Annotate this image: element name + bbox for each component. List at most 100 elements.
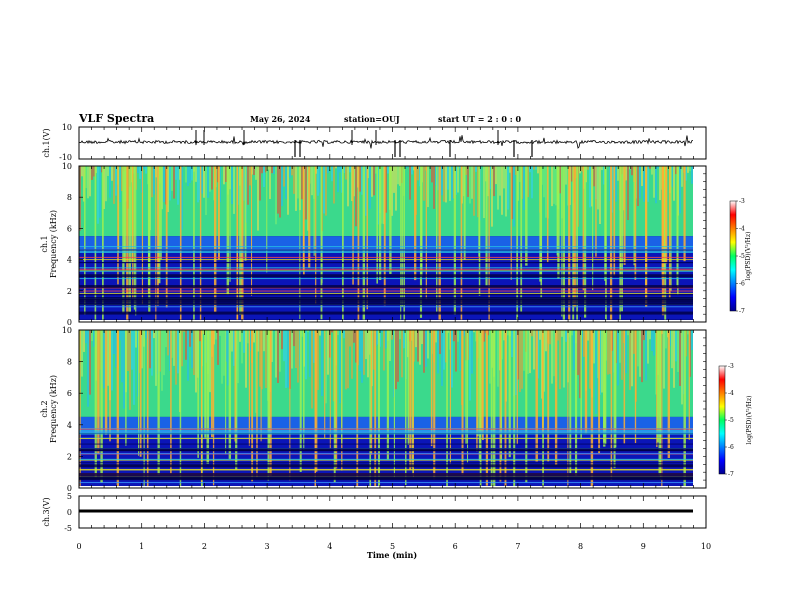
- noise-column: [609, 330, 611, 374]
- impulsive-burst: [377, 330, 381, 486]
- noise-column: [577, 166, 579, 227]
- time-tick-label: 4: [327, 542, 332, 551]
- ch1-trace-line: [78, 135, 693, 149]
- noise-column: [325, 166, 327, 216]
- line-interference: [79, 267, 693, 269]
- impulsive-burst: [269, 330, 272, 476]
- noise-column: [353, 330, 355, 343]
- impulsive-burst: [683, 166, 686, 262]
- noise-column: [107, 330, 109, 386]
- impulsive-burst: [623, 166, 626, 265]
- noise-column: [519, 166, 521, 183]
- impulsive-burst: [580, 330, 582, 440]
- colorbar-tick-label: -6: [739, 281, 745, 288]
- ch1-waveform-ylabel: ch.1(V): [42, 128, 51, 157]
- noise-column: [317, 166, 319, 196]
- noise-column: [389, 330, 391, 361]
- noise-column: [231, 330, 233, 352]
- noise-column: [381, 330, 383, 333]
- noise-column: [265, 166, 267, 173]
- line-interference: [79, 486, 693, 487]
- noise-column: [177, 330, 179, 374]
- noise-column: [649, 166, 651, 169]
- impulsive-burst: [605, 330, 607, 445]
- impulsive-burst: [225, 330, 227, 455]
- noise-column: [283, 330, 285, 362]
- noise-column: [399, 166, 401, 186]
- noise-column: [307, 330, 309, 333]
- noise-column: [515, 166, 517, 175]
- noise-column: [195, 330, 197, 393]
- noise-column: [339, 330, 341, 404]
- noise-column: [395, 330, 397, 390]
- impulsive-burst: [125, 330, 127, 446]
- dark-stripe: [79, 473, 693, 477]
- impulsive-burst: [122, 166, 125, 313]
- noise-column: [567, 166, 569, 206]
- frequency-tick-label: 10: [62, 162, 72, 171]
- impulsive-burst: [683, 330, 686, 486]
- impulsive-burst: [664, 166, 668, 264]
- impulsive-burst: [362, 166, 366, 320]
- noise-column: [313, 330, 315, 363]
- noise-column: [445, 166, 447, 203]
- noise-column: [449, 166, 451, 201]
- ch1-spectrogram-heatmap: [79, 166, 693, 320]
- noise-column: [319, 166, 321, 193]
- impulsive-burst: [478, 330, 481, 461]
- impulsive-burst: [463, 166, 466, 260]
- frequency-tick-label: 4: [67, 256, 72, 265]
- impulsive-burst: [590, 330, 594, 486]
- line-interference: [79, 432, 693, 434]
- noise-column: [305, 166, 307, 220]
- noise-column: [599, 166, 601, 225]
- noise-column: [353, 166, 355, 197]
- impulsive-burst: [302, 166, 305, 275]
- impulsive-burst: [568, 166, 571, 320]
- noise-column: [115, 166, 117, 196]
- noise-column: [687, 330, 689, 335]
- noise-column: [617, 330, 619, 386]
- impulsive-burst: [614, 330, 617, 448]
- ch3-ytick-mid: 0: [67, 508, 72, 517]
- impulsive-burst: [197, 330, 199, 458]
- noise-column: [351, 166, 353, 202]
- noise-column: [545, 166, 547, 218]
- line-interference: [79, 428, 693, 430]
- noise-column: [145, 330, 147, 339]
- noise-column: [559, 330, 561, 390]
- noise-column: [345, 166, 347, 180]
- noise-column: [83, 330, 85, 352]
- impulsive-burst: [378, 166, 382, 280]
- noise-column: [637, 166, 639, 207]
- noise-column: [283, 166, 285, 187]
- impulsive-burst: [562, 166, 566, 320]
- noise-column: [663, 330, 665, 389]
- impulsive-burst: [117, 166, 119, 285]
- frequency-tick-label: 6: [67, 389, 72, 398]
- noise-column: [151, 330, 153, 376]
- noise-column: [275, 166, 277, 225]
- noise-column: [169, 330, 171, 371]
- noise-column: [673, 166, 675, 201]
- noise-column: [565, 330, 567, 342]
- date-label: May 26, 2024: [250, 114, 311, 124]
- noise-column: [349, 166, 351, 173]
- frequency-tick-label: 8: [67, 193, 72, 202]
- ch3-ytick-bottom: -5: [64, 524, 72, 533]
- line-interference: [79, 250, 693, 252]
- impulsive-burst: [133, 166, 136, 310]
- noise-column: [143, 166, 145, 169]
- noise-column: [153, 330, 155, 339]
- impulsive-burst: [102, 166, 104, 320]
- line-interference: [79, 256, 693, 258]
- impulsive-burst: [584, 330, 588, 434]
- noise-column: [527, 166, 529, 198]
- impulsive-burst: [268, 330, 270, 445]
- impulsive-burst: [132, 166, 134, 300]
- noise-column: [163, 166, 165, 202]
- noise-column: [187, 330, 189, 381]
- impulsive-burst: [123, 166, 126, 263]
- impulsive-burst: [412, 330, 414, 478]
- noise-column: [419, 330, 421, 365]
